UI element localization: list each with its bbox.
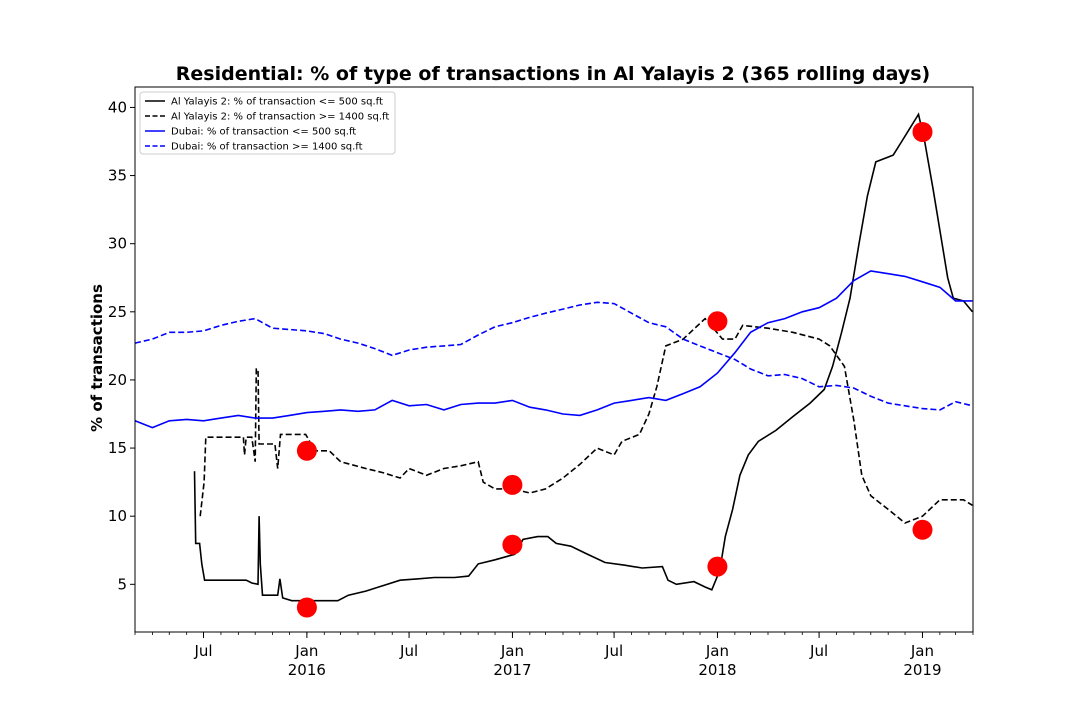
- y-tick-label-40: 40: [108, 98, 127, 116]
- x-tick-label-2018-07-01: Jul: [809, 642, 828, 660]
- x-tick-label-2017-01-01: Jan: [500, 642, 524, 660]
- series-line-1-al-yalayis-2-of-transaction-500-sq-ft: [193, 112, 974, 602]
- legend: Al Yalayis 2: % of transaction <= 500 sq…: [139, 91, 396, 155]
- x-tick-year-2016: 2016: [288, 661, 326, 679]
- series-line-4-dubai-of-transaction-1400-sq-ft: [134, 301, 973, 411]
- x-tick-label-2019-01-01: Jan: [910, 642, 934, 660]
- y-tick-label-35: 35: [108, 167, 127, 185]
- chart-title: Residential: % of type of transactions i…: [176, 63, 930, 85]
- x-tick-label-2016-01-01: Jan: [294, 642, 318, 660]
- legend-label-4: Dubai: % of transaction >= 1400 sq.ft: [171, 142, 363, 153]
- y-axis-label: % of transactions: [88, 284, 106, 432]
- highlight-marker-6: [707, 556, 728, 577]
- legend-label-2: Al Yalayis 2: % of transaction >= 1400 s…: [171, 112, 389, 123]
- highlight-marker-4: [502, 534, 523, 555]
- x-tick-label-2016-07-01: Jul: [399, 642, 418, 660]
- x-tick-label-2018-01-01: Jan: [705, 642, 729, 660]
- highlight-marker-7: [912, 122, 933, 142]
- x-tick-label-2015-07-01: Jul: [193, 642, 212, 660]
- plot-lines: [134, 112, 974, 602]
- highlight-marker-5: [707, 311, 728, 332]
- plot-markers: [296, 122, 933, 618]
- x-tick-year-2019: 2019: [903, 661, 941, 679]
- series-line-2-al-yalayis-2-of-transaction-1400-sq-ft: [199, 317, 973, 524]
- highlight-marker-3: [502, 474, 523, 495]
- y-axis: 5 10 15 20 25 30 35 40: [108, 98, 135, 593]
- series-line-3-dubai-of-transaction-500-sq-ft: [134, 270, 973, 429]
- y-tick-label-10: 10: [108, 507, 127, 525]
- highlight-marker-8: [912, 519, 933, 540]
- y-tick-label-30: 30: [108, 235, 127, 253]
- y-tick-label-15: 15: [108, 439, 127, 457]
- legend-label-1: Al Yalayis 2: % of transaction <= 500 sq…: [171, 97, 383, 108]
- x-tick-label-2017-07-01: Jul: [604, 642, 623, 660]
- legend-box: [139, 91, 396, 155]
- x-tick-year-2017: 2017: [493, 661, 531, 679]
- y-tick-label-5: 5: [117, 575, 127, 593]
- highlight-marker-2: [296, 597, 317, 618]
- highlight-marker-1: [296, 440, 317, 461]
- y-tick-label-20: 20: [108, 371, 127, 389]
- plot-frame: [134, 86, 974, 633]
- legend-label-3: Dubai: % of transaction <= 500 sq.ft: [171, 127, 356, 138]
- x-tick-year-2018: 2018: [698, 661, 736, 679]
- y-tick-label-25: 25: [108, 303, 127, 321]
